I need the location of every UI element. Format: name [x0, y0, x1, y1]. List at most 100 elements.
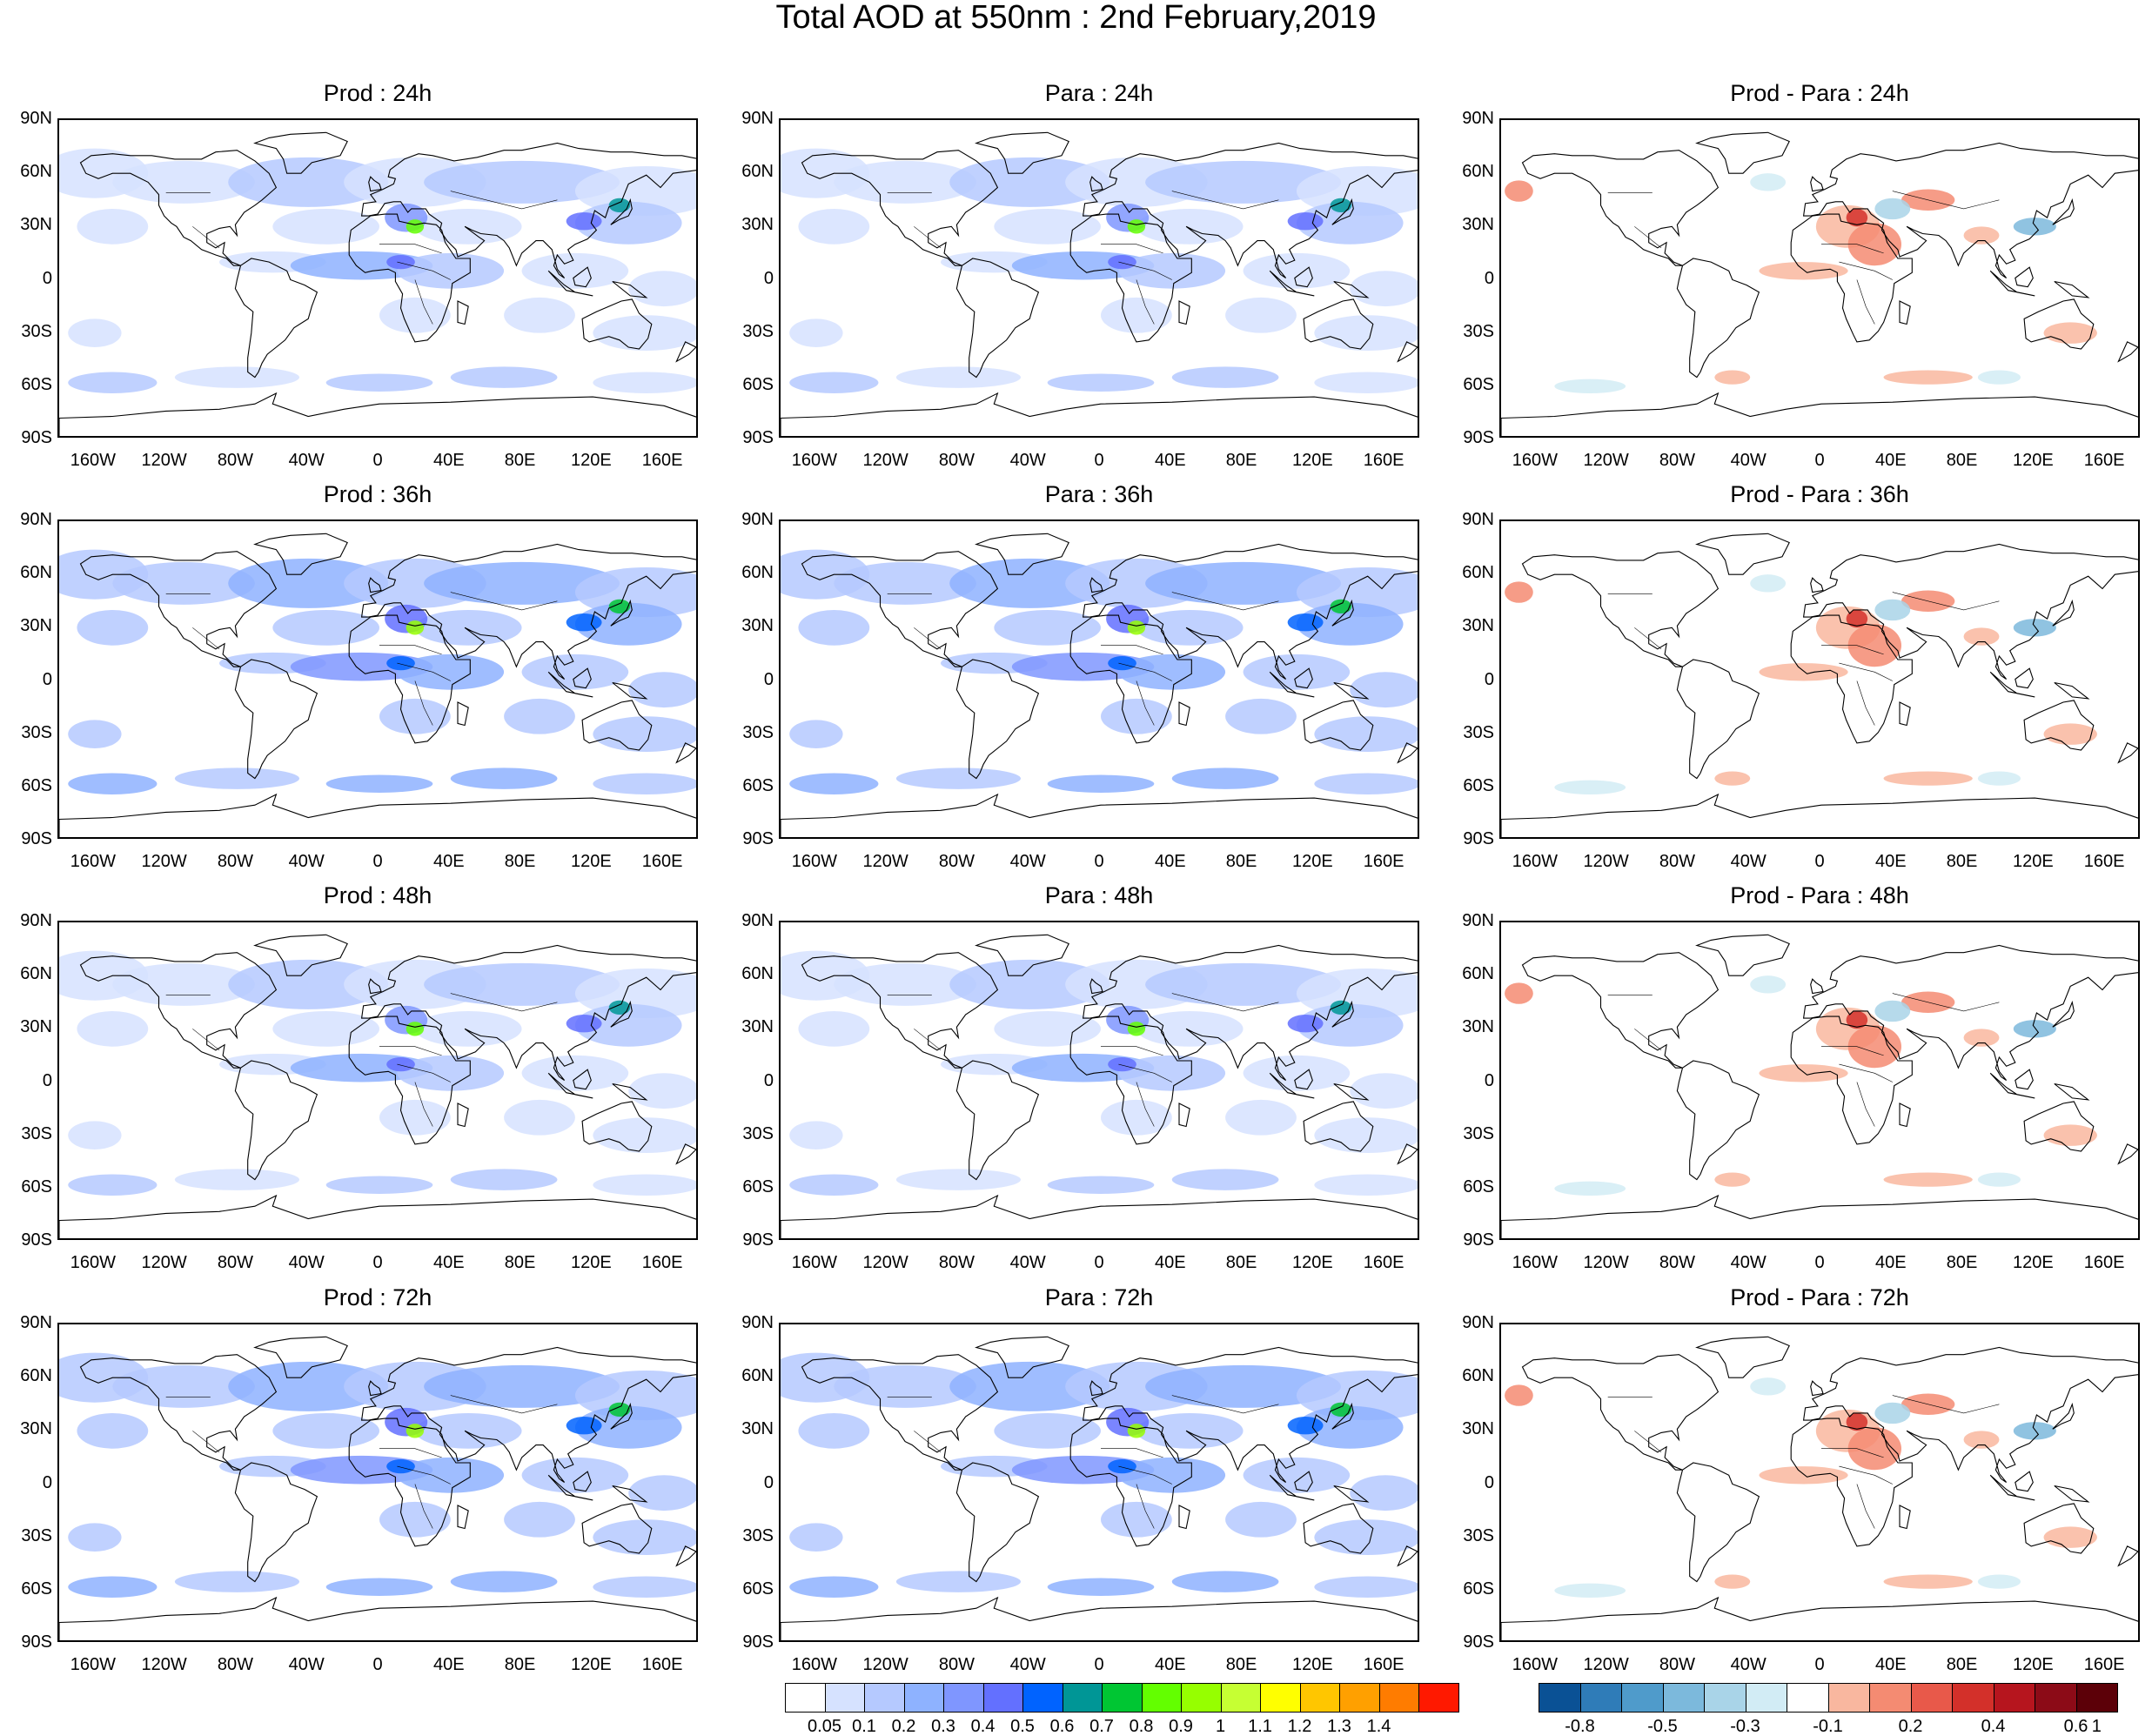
longitude-tick-label: 160E [1363, 852, 1404, 871]
coastline-japan [610, 198, 633, 225]
coastline-uk [368, 978, 382, 995]
latitude-tick-label: 90N [20, 1313, 52, 1332]
longitude-tick-label: 120E [2012, 1655, 2054, 1674]
coastline-africa [1069, 1015, 1192, 1145]
aod-colorbar-label: 0.05 [808, 1717, 841, 1736]
map-canvas [781, 1336, 1418, 1640]
aod-shading [1314, 773, 1418, 794]
aod-shading [574, 166, 696, 217]
longitude-tick-label: 0 [372, 1655, 383, 1674]
latitude-tick-label: 30N [741, 1419, 774, 1439]
latitude-tick-label: 0 [42, 268, 52, 288]
panel-title: Prod : 36h [323, 481, 432, 507]
country-border [450, 1395, 558, 1414]
coastline-eurasia [360, 543, 696, 680]
latitude-tick-label: 0 [763, 268, 774, 288]
latitude-tick-label: 30S [742, 1123, 774, 1143]
coastline-northamerica [79, 952, 278, 1069]
longitude-tick-label: 40W [1009, 451, 1046, 470]
latitude-tick-label: 30N [20, 616, 52, 636]
latitude-tick-label: 90N [741, 510, 774, 529]
diff-shading [1554, 1181, 1626, 1196]
aod-shading [68, 720, 122, 748]
longitude-tick-label: 160E [2083, 852, 2125, 871]
aod-colorbar-label: 0.2 [891, 1717, 916, 1736]
aod-colorbar-swatch [903, 1683, 944, 1713]
aod-shading [1243, 1055, 1351, 1091]
longitude-tick-label: 80W [1659, 852, 1695, 871]
coastline-borneo [1294, 1069, 1313, 1090]
coastline-australia [581, 1101, 653, 1152]
longitude-tick-label: 160E [2083, 1655, 2125, 1674]
longitude-tick-label: 80E [1225, 1253, 1257, 1272]
diff-shading [2043, 1526, 2097, 1548]
coastline-uk [1810, 978, 1824, 995]
coastline-uk [1810, 1380, 1824, 1397]
longitude-tick-label: 40E [1154, 852, 1186, 871]
diff-shading [1977, 370, 2021, 385]
longitude-tick-label: 80E [1225, 852, 1257, 871]
latitude-tick-label: 90N [741, 911, 774, 930]
aod-shading [174, 1571, 299, 1592]
coastline-newguinea [1333, 681, 1370, 700]
country-border [1118, 261, 1172, 280]
country-border [1118, 1063, 1172, 1082]
aod-shading [1171, 366, 1279, 388]
aod-colorbar-swatch [1220, 1683, 1261, 1713]
aod-colorbar-swatch [1141, 1683, 1182, 1713]
aod-shading [174, 366, 299, 388]
aod-shading [574, 201, 682, 245]
coastline-northamerica [1521, 952, 1720, 1069]
diff-shading [1883, 1172, 1973, 1187]
aod-shading [1287, 212, 1324, 231]
country-border [1856, 680, 1875, 726]
aod-shading [325, 774, 433, 793]
coastline-eurasia [1802, 944, 2138, 1081]
coastline-uk [368, 176, 382, 192]
country-border [1136, 1082, 1155, 1127]
country-border [914, 1431, 942, 1453]
aod-shading [68, 1523, 122, 1552]
diff-shading [1874, 1402, 1911, 1424]
aod-colorbar-label: 1.1 [1248, 1717, 1272, 1736]
coastline-indonesia [1989, 1072, 2035, 1099]
aod-shading [1136, 1412, 1244, 1449]
longitude-tick-label: 160E [641, 852, 683, 871]
coastline-southamerica [1676, 258, 1760, 379]
latitude-tick-label: 90N [1462, 1313, 1494, 1332]
aod-shading [450, 1571, 558, 1592]
coastline-nz [2117, 341, 2138, 363]
aod-shading [379, 698, 451, 734]
map-canvas [1501, 533, 2138, 837]
latitude-tick-label: 90N [20, 109, 52, 128]
aod-colorbar-swatch [1102, 1683, 1143, 1713]
map-panel [57, 519, 698, 839]
latitude-tick-label: 60N [20, 162, 52, 182]
latitude-tick-label: 90N [20, 911, 52, 930]
coastline-newguinea [2054, 681, 2090, 700]
aod-shading [1225, 1501, 1297, 1538]
aod-shading [1171, 1169, 1279, 1190]
aod-shading [68, 1174, 158, 1196]
diff-shading [1759, 262, 1848, 280]
coastline-uk [1089, 176, 1103, 192]
coastline-indonesia [1269, 270, 1315, 297]
aod-shading [77, 1412, 149, 1449]
aod-shading [789, 372, 879, 393]
longitude-tick-label: 160E [1363, 451, 1404, 470]
coastline-newguinea [1333, 1485, 1370, 1503]
aod-shading [1296, 567, 1418, 618]
coastline-nz [675, 742, 696, 764]
longitude-tick-label: 160W [70, 451, 116, 470]
aod-shading [504, 698, 575, 734]
aod-shading [272, 609, 379, 646]
longitude-tick-label: 120E [1291, 1655, 1333, 1674]
longitude-tick-label: 0 [1814, 1253, 1825, 1272]
aod-shading [77, 609, 149, 646]
latitude-tick-label: 0 [1484, 669, 1494, 689]
aod-colorbar-label: 0.8 [1129, 1717, 1154, 1736]
aod-shading [1314, 1117, 1418, 1154]
longitude-tick-label: 40W [1009, 1655, 1046, 1674]
longitude-tick-label: 120W [1583, 1655, 1629, 1674]
longitude-tick-label: 80E [1946, 451, 1978, 470]
